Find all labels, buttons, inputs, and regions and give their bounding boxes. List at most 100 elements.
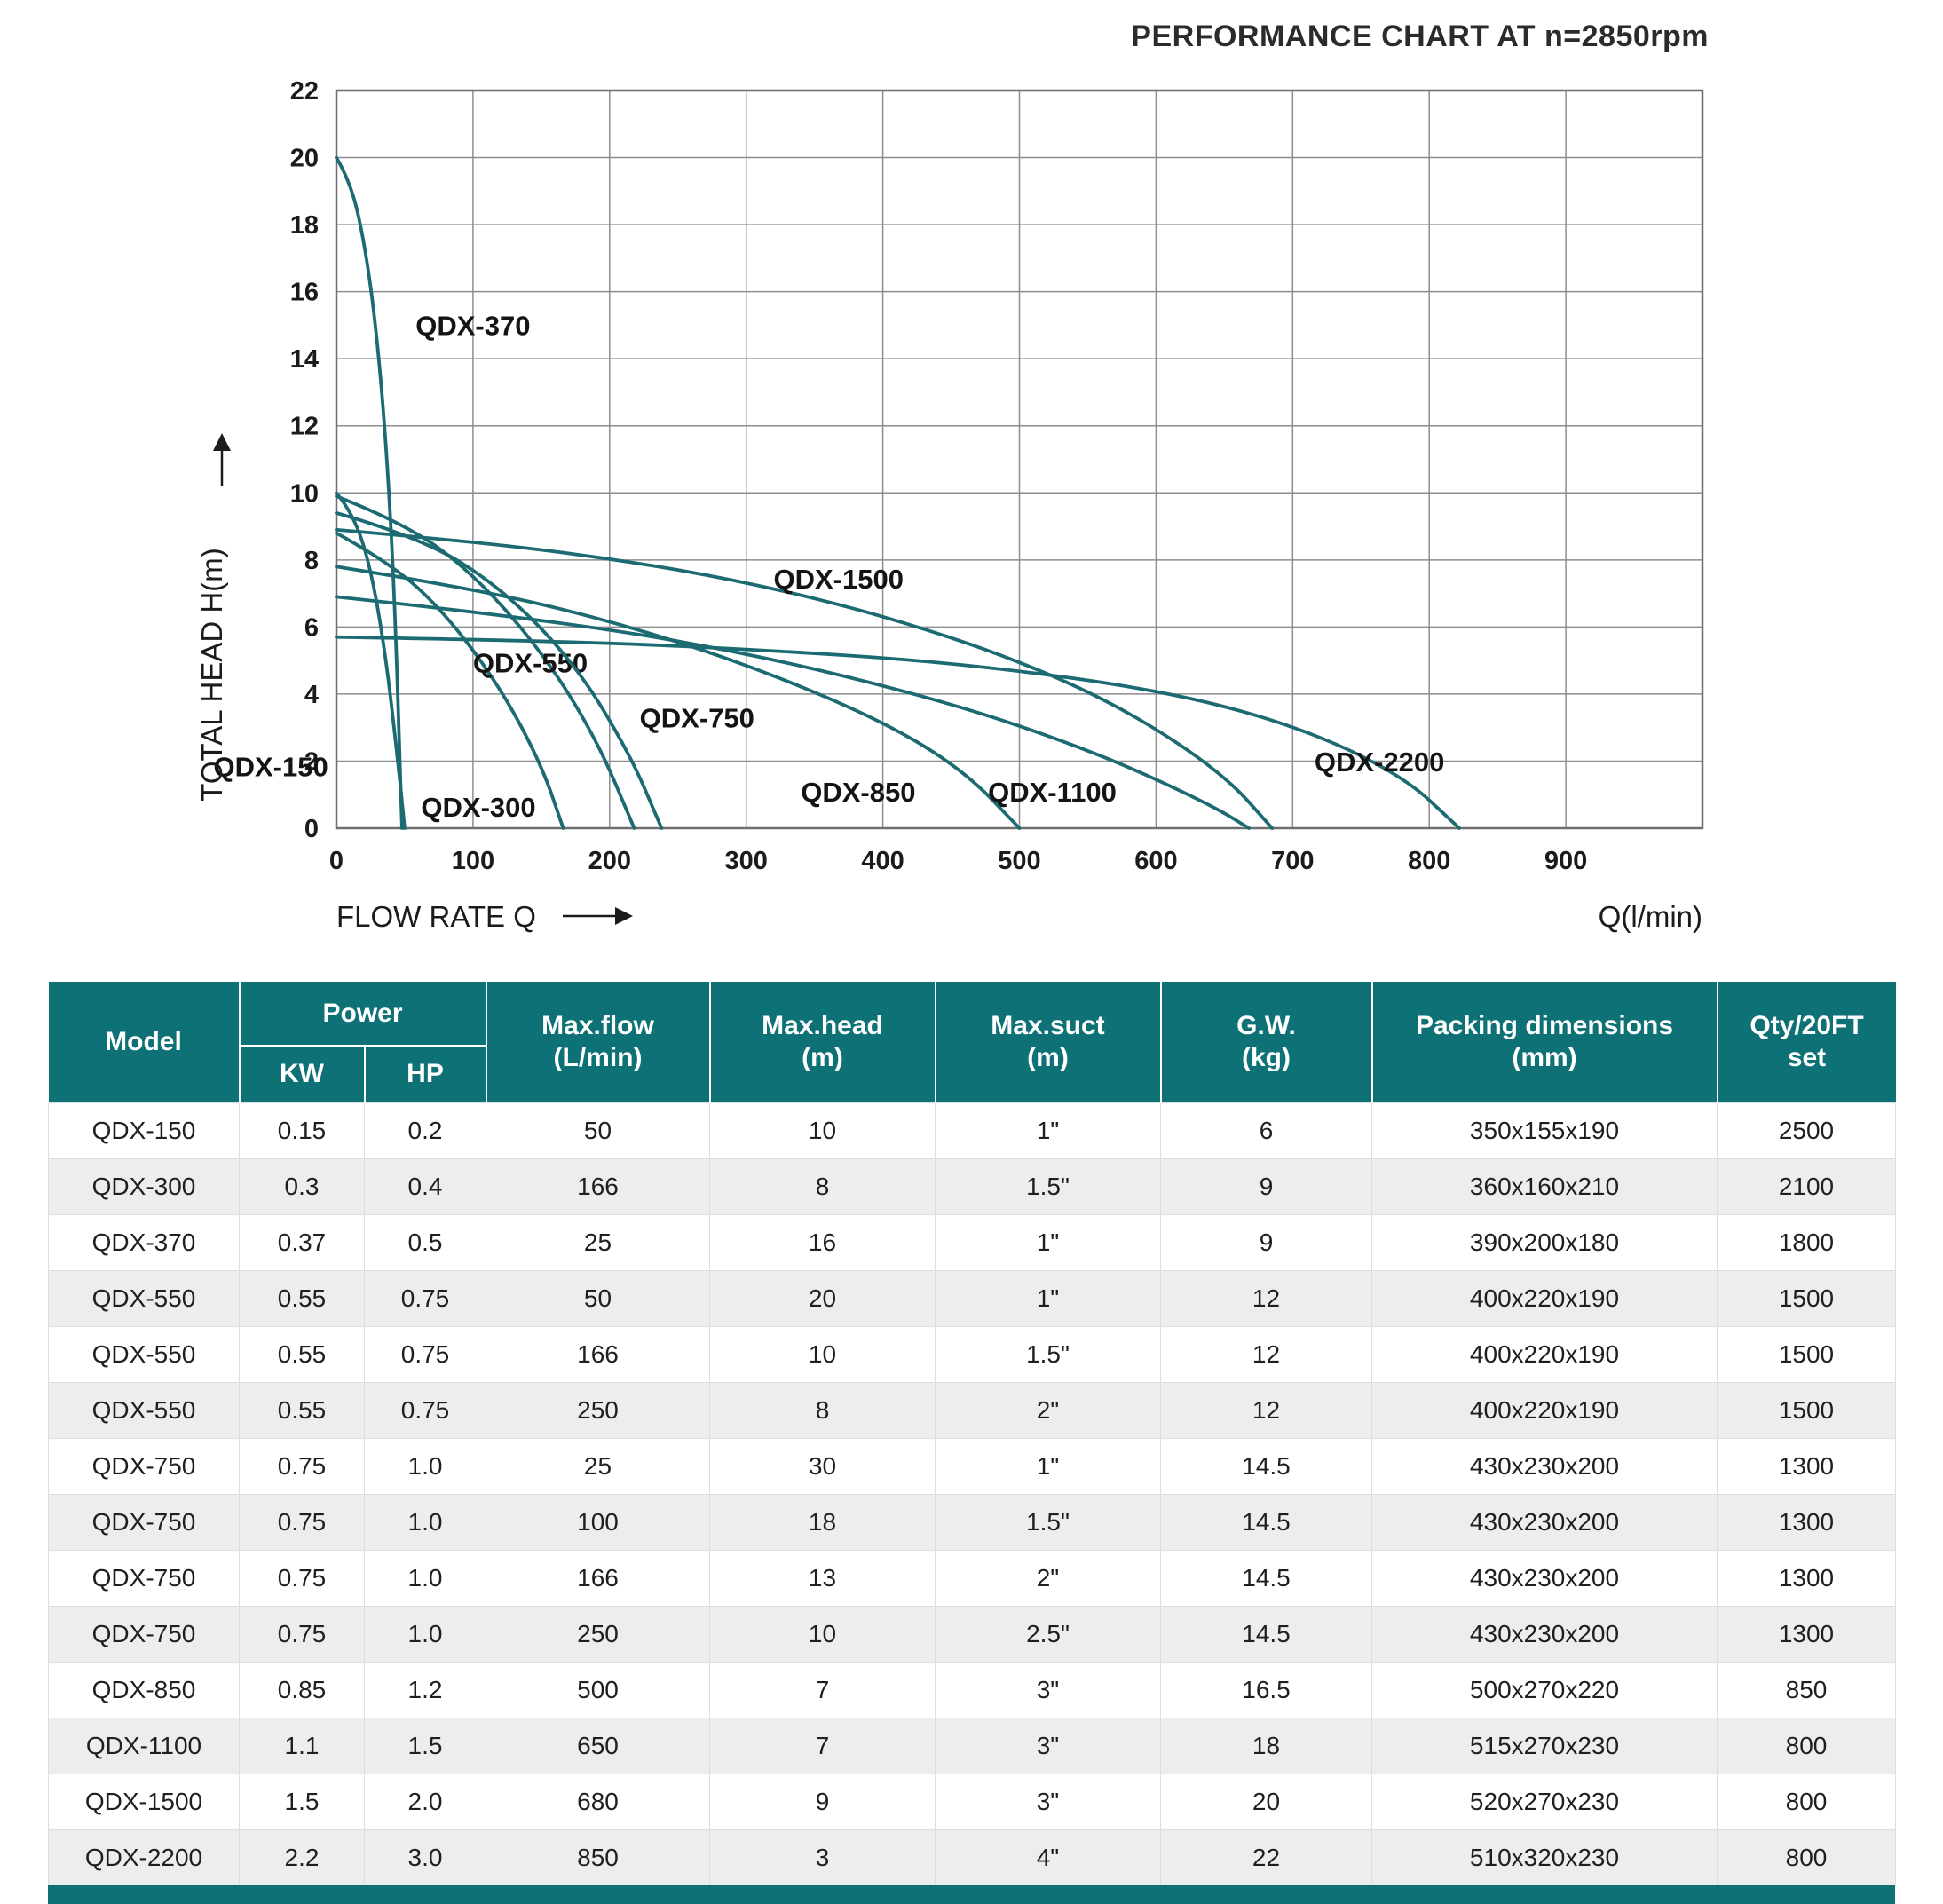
table-cell: 20 — [709, 1269, 936, 1327]
col-header-qty-label: Qty/20FT — [1749, 1010, 1864, 1040]
curve-QDX-370 — [335, 155, 404, 830]
table-row: QDX-550 0.55 0.75 166 10 1.5" 12 400x220x190 150… — [48, 1325, 1896, 1383]
table-cell: 0.75 — [239, 1437, 365, 1495]
table-cell: 166 — [486, 1325, 710, 1383]
table-cell: QDX-370 — [48, 1213, 240, 1271]
table-cell: 0.75 — [364, 1381, 486, 1439]
table-cell: 14.5 — [1160, 1437, 1372, 1495]
table-cell: 0.75 — [239, 1493, 365, 1551]
table-cell: 680 — [486, 1773, 710, 1830]
x-tick-label: 700 — [1271, 847, 1314, 875]
table-cell: 2500 — [1717, 1102, 1896, 1159]
table-cell: 2100 — [1717, 1157, 1896, 1215]
y-tick-label: 6 — [304, 613, 319, 642]
col-header-maxflow-label: Max.flow — [541, 1010, 654, 1040]
table-cell: 0.4 — [364, 1157, 486, 1215]
table-cell: 0.85 — [239, 1661, 365, 1718]
curve-label-QDX-750: QDX-750 — [640, 703, 754, 734]
table-cell: 1.2 — [364, 1661, 486, 1718]
y-tick-label: 0 — [304, 815, 319, 843]
col-header-hp: HP — [363, 1045, 486, 1102]
table-row: QDX-370 0.37 0.5 25 16 1" 9 390x200x180 1800 — [48, 1213, 1896, 1271]
table-cell: 1.5" — [935, 1493, 1161, 1551]
table-cell: 1.5" — [935, 1325, 1161, 1383]
curve-QDX-550 — [335, 494, 636, 830]
table-cell: 800 — [1717, 1829, 1896, 1886]
curve-QDX-150 — [335, 491, 407, 830]
table-cell: 2" — [935, 1549, 1161, 1607]
table-cell: 390x200x180 — [1371, 1213, 1718, 1271]
table-cell: QDX-750 — [48, 1437, 240, 1495]
x-tick-label: 900 — [1544, 847, 1587, 875]
table-cell: 3" — [935, 1773, 1161, 1830]
table-cell: 7 — [709, 1717, 936, 1774]
table-cell: 14.5 — [1160, 1549, 1372, 1607]
table-cell: 9 — [709, 1773, 936, 1830]
table-cell: 520x270x230 — [1371, 1773, 1718, 1830]
table-cell: 850 — [486, 1829, 710, 1886]
table-cell: 20 — [1160, 1773, 1372, 1830]
col-header-power: Power — [238, 982, 487, 1047]
x-tick-label: 600 — [1134, 847, 1177, 875]
col-header-maxhead-unit: (m) — [802, 1042, 843, 1072]
col-header-gw-unit: (kg) — [1242, 1042, 1291, 1072]
table-row: QDX-1100 1.1 1.5 650 7 3" 18 515x270x230 800 — [48, 1717, 1896, 1774]
col-header-maxflow-unit: (L/min) — [553, 1042, 643, 1072]
col-header-packing: Packing dimensions (mm) — [1370, 982, 1718, 1102]
table-cell: 500x270x220 — [1371, 1661, 1718, 1718]
col-header-qty: Qty/20FT set — [1716, 982, 1896, 1102]
table-cell: 650 — [486, 1717, 710, 1774]
table-cell: 1.5 — [364, 1717, 486, 1774]
table-cell: QDX-550 — [48, 1381, 240, 1439]
table-cell: 1" — [935, 1269, 1161, 1327]
curve-QDX-1500 — [335, 527, 1275, 830]
table-cell: QDX-750 — [48, 1605, 240, 1663]
y-axis-label: TOTAL HEAD H(m) — [195, 548, 228, 801]
table-row: QDX-2200 2.2 3.0 850 3 4" 22 510x320x230 800 — [48, 1829, 1896, 1886]
table-cell: 1500 — [1717, 1325, 1896, 1383]
table-cell: 0.55 — [239, 1269, 365, 1327]
x-tick-label: 0 — [329, 847, 344, 875]
table-cell: QDX-750 — [48, 1549, 240, 1607]
table-cell: 400x220x190 — [1371, 1269, 1718, 1327]
col-header-maxhead: Max.head (m) — [708, 982, 936, 1102]
col-header-maxsuct-unit: (m) — [1027, 1042, 1069, 1072]
y-tick-label: 2 — [304, 747, 319, 776]
table-cell: 14.5 — [1160, 1605, 1372, 1663]
col-header-gw-label: G.W. — [1236, 1010, 1296, 1040]
table-cell: 250 — [486, 1381, 710, 1439]
table-cell: 4" — [935, 1829, 1161, 1886]
x-axis-label: FLOW RATE Q — [336, 900, 536, 933]
x-tick-label: 800 — [1408, 847, 1450, 875]
table-cell: 8 — [709, 1381, 936, 1439]
table-cell: 18 — [1160, 1717, 1372, 1774]
table-cell: 6 — [1160, 1102, 1372, 1159]
table-cell: 1" — [935, 1213, 1161, 1271]
table-cell: QDX-2200 — [48, 1829, 240, 1886]
table-cell: 1300 — [1717, 1437, 1896, 1495]
table-cell: 18 — [709, 1493, 936, 1551]
table-cell: 400x220x190 — [1371, 1381, 1718, 1439]
table-cell: 1" — [935, 1102, 1161, 1159]
table-cell: 8 — [709, 1157, 936, 1215]
table-cell: 1500 — [1717, 1381, 1896, 1439]
table-cell: 1300 — [1717, 1493, 1896, 1551]
table-row: QDX-750 0.75 1.0 100 18 1.5" 14.5 430x230x200 13… — [48, 1493, 1896, 1551]
table-cell: 430x230x200 — [1371, 1493, 1718, 1551]
curve-label-QDX-850: QDX-850 — [801, 777, 915, 808]
curve-QDX-2200 — [335, 635, 1461, 830]
y-tick-label: 14 — [290, 345, 319, 374]
table-row: QDX-550 0.55 0.75 50 20 1" 12 400x220x190 1500 — [48, 1269, 1896, 1327]
y-tick-label: 10 — [290, 479, 319, 508]
y-tick-label: 8 — [304, 547, 319, 575]
curve-label-QDX-150: QDX-150 — [213, 751, 328, 782]
table-cell: 0.37 — [239, 1213, 365, 1271]
table-row: QDX-750 0.75 1.0 166 13 2" 14.5 430x230x200 1300 — [48, 1549, 1896, 1607]
table-cell: 22 — [1160, 1829, 1372, 1886]
y-tick-label: 4 — [304, 681, 319, 709]
spec-table: Model Power Max.flow (L/min) Max.head (m… — [48, 982, 1896, 1886]
table-cell: 12 — [1160, 1325, 1372, 1383]
table-cell: QDX-750 — [48, 1493, 240, 1551]
performance-chart: 0 100 200 300 400 500 600 700 800 900 0 2 4 6 8 10 12 14 1… — [195, 77, 1704, 933]
curve-QDX-1100 — [335, 595, 1251, 830]
